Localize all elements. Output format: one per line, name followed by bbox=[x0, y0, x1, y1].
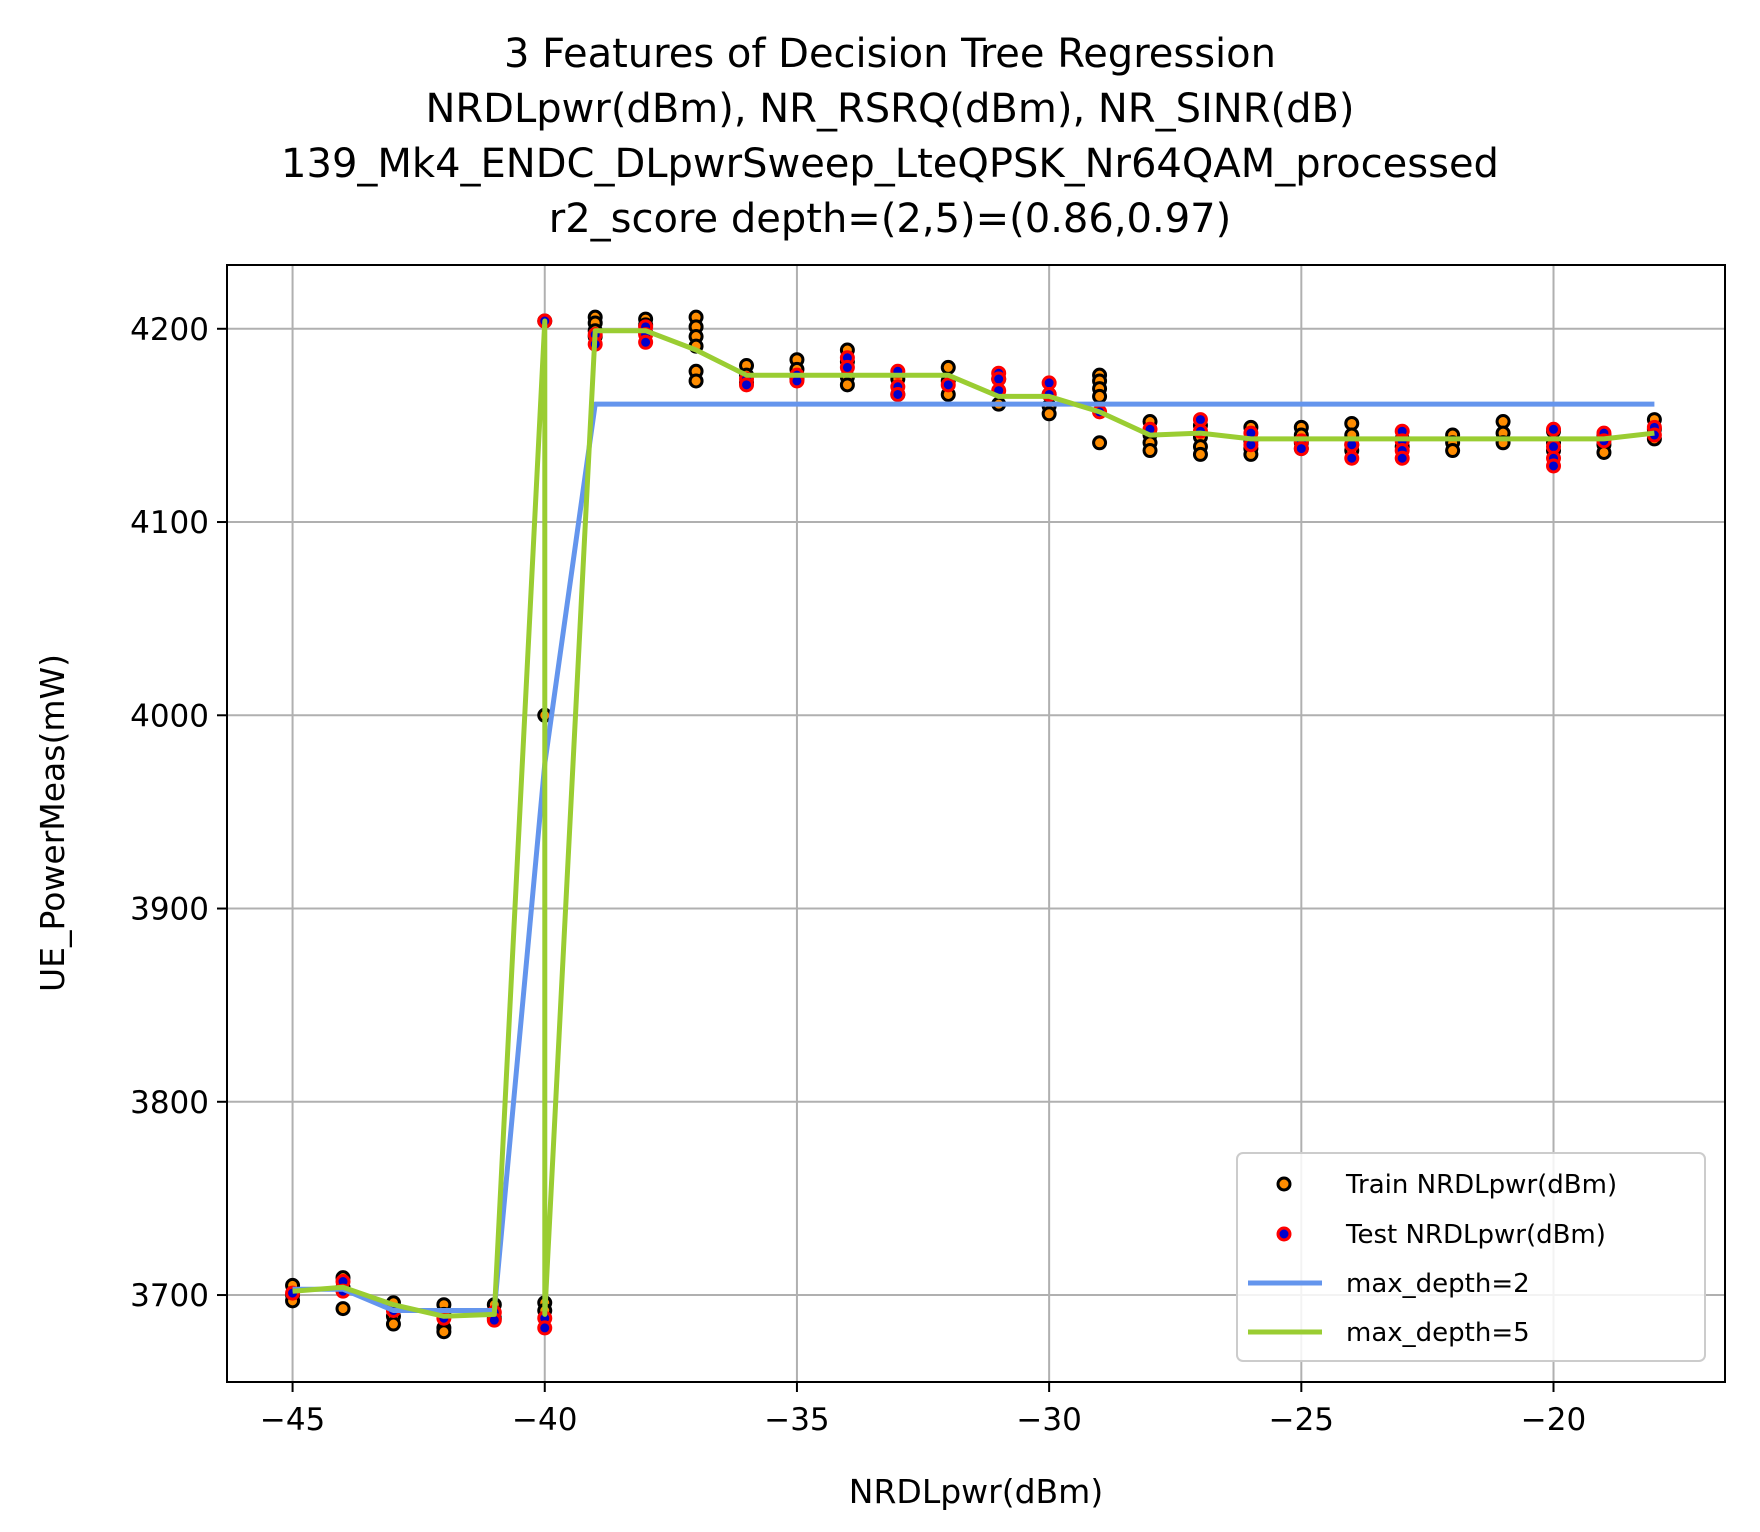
chart-title-line-2: NRDLpwr(dBm), NR_RSRQ(dBm), NR_SINR(dB) bbox=[425, 86, 1354, 132]
test-point bbox=[940, 377, 956, 393]
y-tick-label: 4100 bbox=[130, 505, 209, 541]
test-point bbox=[638, 334, 654, 350]
axes: −45 −40 −35 −30 −25 −20 3700 3800 3900 4000 4100 42… bbox=[130, 312, 1586, 1438]
x-tick-label: −45 bbox=[260, 1402, 325, 1438]
test-point bbox=[890, 386, 906, 402]
chart-title-line-1: 3 Features of Decision Tree Regression bbox=[504, 31, 1276, 77]
legend-label-test: Test NRDLpwr(dBm) bbox=[1345, 1220, 1606, 1250]
y-axis-label: UE_PowerMeas(mW) bbox=[33, 654, 72, 992]
train-point bbox=[839, 377, 855, 393]
test-point bbox=[1344, 450, 1360, 466]
y-tick-label: 4200 bbox=[130, 312, 209, 348]
x-axis-label: NRDLpwr(dBm) bbox=[849, 1472, 1103, 1511]
test-point bbox=[537, 1320, 553, 1336]
chart-title: 3 Features of Decision Tree Regression N… bbox=[281, 31, 1499, 242]
x-tick-label: −30 bbox=[1016, 1402, 1081, 1438]
legend-label-depth2: max_depth=2 bbox=[1346, 1269, 1530, 1299]
train-point bbox=[1041, 406, 1057, 422]
train-point bbox=[1192, 446, 1208, 462]
legend: Train NRDLpwr(dBm) Test NRDLpwr(dBm) max… bbox=[1236, 1152, 1706, 1362]
max-depth-5-line bbox=[292, 318, 1655, 1319]
max-depth-2-line bbox=[292, 401, 1655, 1313]
chart-title-line-4: r2_score depth=(2,5)=(0.86,0.97) bbox=[549, 196, 1231, 242]
train-point bbox=[688, 373, 704, 389]
legend-label-train: Train NRDLpwr(dBm) bbox=[1345, 1170, 1617, 1200]
train-point bbox=[335, 1301, 351, 1317]
test-point bbox=[739, 377, 755, 393]
legend-label-depth5: max_depth=5 bbox=[1346, 1318, 1530, 1348]
plot-series bbox=[285, 309, 1662, 1340]
legend-marker-train bbox=[1276, 1176, 1292, 1192]
test-point bbox=[1546, 421, 1562, 437]
legend-marker-test bbox=[1276, 1226, 1292, 1242]
y-tick-label: 3900 bbox=[130, 892, 209, 928]
x-tick-label: −25 bbox=[1269, 1402, 1334, 1438]
train-point bbox=[1142, 443, 1158, 459]
train-point bbox=[1445, 443, 1461, 459]
test-point bbox=[1293, 441, 1309, 457]
train-point bbox=[436, 1324, 452, 1340]
train-point bbox=[940, 359, 956, 375]
y-tick-label: 3800 bbox=[130, 1085, 209, 1121]
x-tick-label: −20 bbox=[1521, 1402, 1586, 1438]
plot-frame bbox=[226, 264, 1726, 1383]
chart-title-line-3: 139_Mk4_ENDC_DLpwrSweep_LteQPSK_Nr64QAM_… bbox=[281, 141, 1499, 187]
train-point bbox=[1092, 435, 1108, 451]
train-point bbox=[1092, 388, 1108, 404]
legend-box bbox=[1236, 1152, 1706, 1362]
y-tick-label: 3700 bbox=[130, 1278, 209, 1314]
x-tick-label: −40 bbox=[512, 1402, 577, 1438]
x-tick-label: −35 bbox=[764, 1402, 829, 1438]
train-point bbox=[385, 1316, 401, 1332]
test-point bbox=[1394, 450, 1410, 466]
test-point bbox=[839, 359, 855, 375]
y-tick-label: 4000 bbox=[130, 698, 209, 734]
test-point bbox=[1546, 458, 1562, 474]
